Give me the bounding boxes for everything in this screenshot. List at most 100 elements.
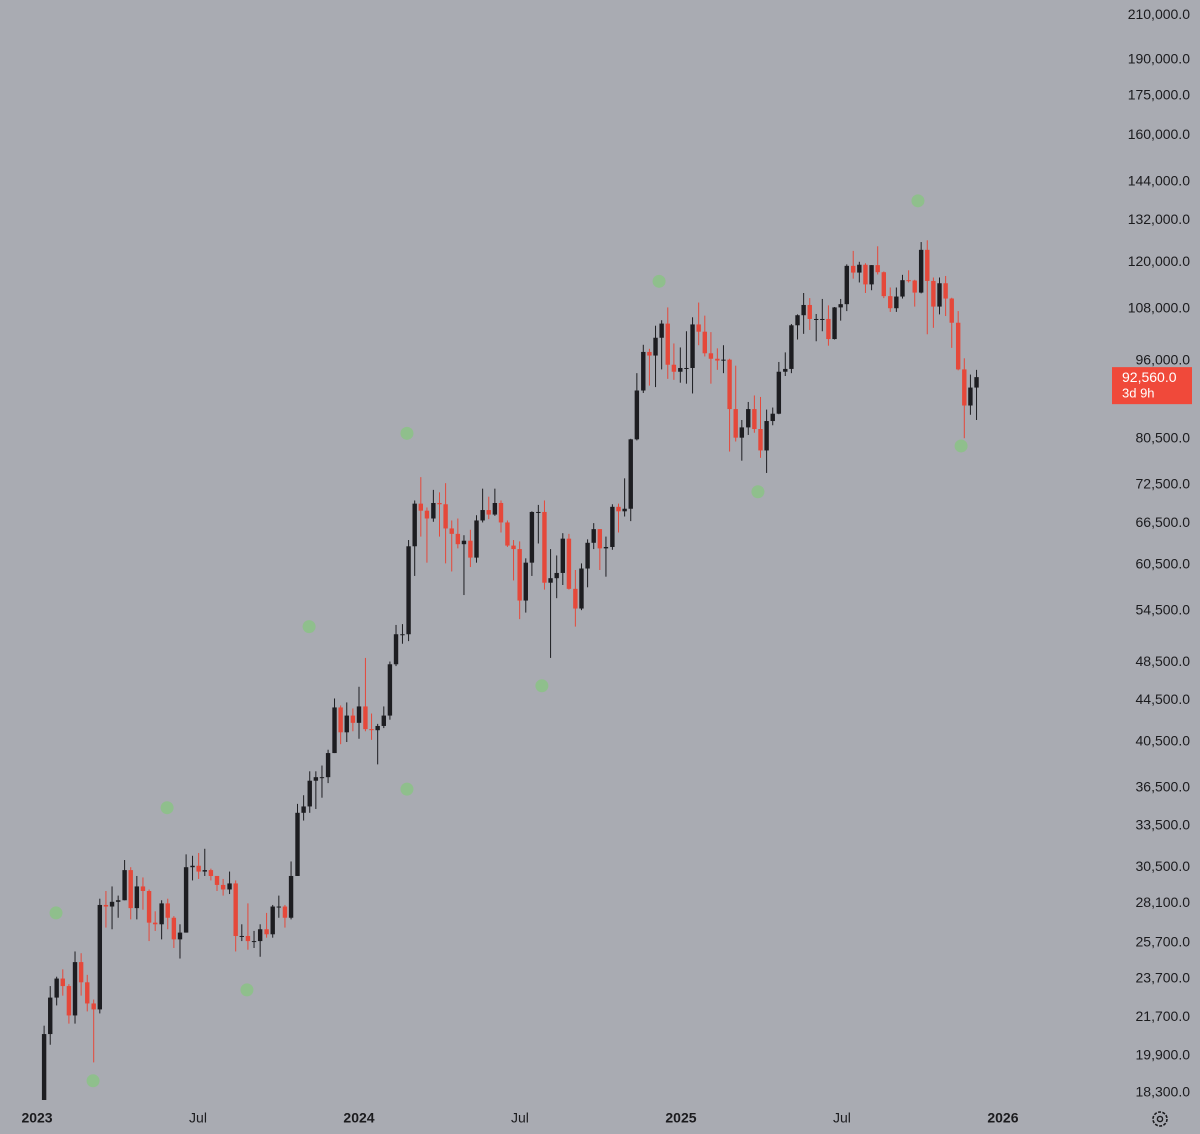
- settings-button[interactable]: [1152, 1111, 1168, 1127]
- candle-body: [190, 865, 195, 868]
- y-tick-label: 33,500.0: [1136, 816, 1191, 832]
- candle-body: [764, 421, 769, 451]
- y-tick-label: 40,500.0: [1136, 733, 1191, 749]
- y-tick-label: 18,300.0: [1136, 1083, 1191, 1099]
- x-tick-label: Jul: [833, 1110, 851, 1126]
- candle-body: [97, 904, 103, 1010]
- y-tick-label: 25,700.0: [1136, 933, 1191, 949]
- y-tick-label: 190,000.0: [1128, 50, 1190, 66]
- candle-body: [319, 777, 325, 779]
- candle-body: [591, 529, 596, 543]
- candle-body: [288, 875, 294, 918]
- x-tick-label: Jul: [511, 1110, 529, 1126]
- signal-dot: [911, 194, 925, 208]
- y-tick-label: 48,500.0: [1136, 653, 1191, 669]
- candle-body: [54, 978, 59, 998]
- candle-body: [159, 903, 164, 925]
- signal-dot: [954, 439, 968, 453]
- candle-body: [696, 324, 701, 332]
- x-tick-label: 2025: [665, 1110, 696, 1126]
- last-price-box: [1112, 367, 1192, 405]
- candle-body: [387, 664, 393, 716]
- candle-body: [66, 986, 72, 1016]
- signal-dot: [652, 274, 666, 288]
- candle-body: [418, 503, 424, 511]
- candle-body: [844, 265, 849, 305]
- candle-body: [962, 369, 967, 406]
- candle-body: [257, 929, 263, 942]
- candle-body: [622, 508, 627, 512]
- candle-body: [276, 906, 282, 908]
- candle-body: [122, 870, 127, 901]
- candle-body: [437, 502, 442, 505]
- candle-body: [517, 549, 522, 601]
- y-tick-label: 120,000.0: [1128, 253, 1190, 269]
- candle-body: [721, 359, 726, 361]
- candle-body: [974, 377, 979, 388]
- candle-body: [603, 546, 609, 549]
- candle-body: [838, 304, 843, 308]
- candle-body: [634, 390, 640, 440]
- candle-body: [820, 318, 825, 320]
- candle-body: [400, 634, 405, 636]
- candle-body: [468, 540, 473, 558]
- candle-body: [480, 510, 485, 521]
- candle-body: [48, 997, 53, 1035]
- y-tick-label: 132,000.0: [1128, 211, 1190, 227]
- candle-body: [610, 506, 615, 547]
- candle-body: [307, 780, 312, 807]
- candle-body: [152, 922, 158, 925]
- x-tick-label: 2026: [987, 1110, 1018, 1126]
- candle-body: [220, 884, 226, 890]
- candle-body: [412, 503, 417, 547]
- candle-body: [424, 510, 430, 519]
- gear-hub: [1156, 1115, 1164, 1123]
- candle-body: [536, 511, 541, 513]
- candle-body: [881, 272, 887, 297]
- candle-body: [690, 324, 695, 368]
- candle-body: [783, 368, 788, 372]
- candle-body: [406, 546, 411, 635]
- candle-body: [239, 935, 244, 937]
- last-price-label: 92,560.0: [1122, 369, 1177, 385]
- candle-body: [875, 265, 880, 273]
- signal-dot: [86, 1074, 100, 1088]
- signal-dot: [240, 983, 254, 997]
- candle-body: [715, 358, 720, 361]
- x-tick-label: Jul: [189, 1110, 207, 1126]
- candle-body: [560, 538, 566, 573]
- y-tick-label: 28,100.0: [1136, 894, 1191, 910]
- candle-body: [393, 634, 399, 665]
- candle-body: [641, 351, 646, 391]
- candle-body: [912, 280, 917, 293]
- candle-body: [332, 707, 337, 754]
- candle-body: [375, 725, 380, 731]
- candle-body: [350, 715, 356, 723]
- signal-dot: [400, 426, 414, 440]
- candle-body: [523, 562, 528, 601]
- y-tick-label: 36,500.0: [1136, 779, 1191, 795]
- candle-body: [78, 962, 84, 983]
- candle-body: [678, 367, 683, 372]
- y-tick-label: 23,700.0: [1136, 969, 1191, 985]
- y-tick-label: 44,500.0: [1136, 691, 1191, 707]
- candle-body: [925, 249, 930, 281]
- candle-body: [746, 409, 751, 428]
- candle-body: [894, 296, 899, 309]
- candle-body: [165, 903, 170, 918]
- candle-body: [702, 331, 707, 354]
- candle-body: [91, 1003, 96, 1010]
- candle-body: [653, 337, 658, 356]
- candle-body: [801, 304, 806, 316]
- y-tick-label: 66,500.0: [1136, 514, 1191, 530]
- candle-body: [863, 264, 868, 285]
- candle-body: [511, 545, 516, 550]
- signal-dot: [535, 679, 549, 693]
- candle-body: [554, 572, 559, 579]
- candle-body: [659, 323, 664, 338]
- candle-body: [338, 707, 343, 733]
- candle-body: [356, 706, 362, 723]
- candle-body: [931, 280, 936, 307]
- candle-body: [758, 429, 763, 451]
